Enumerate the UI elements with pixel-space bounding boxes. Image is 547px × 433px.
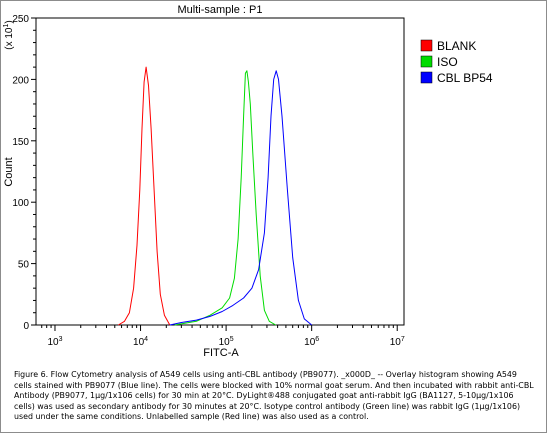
- legend-swatch: [420, 55, 433, 68]
- legend-label: CBL BP54: [437, 71, 493, 85]
- x-axis-label: FITC-A: [203, 347, 239, 359]
- legend-label: BLANK: [437, 39, 476, 53]
- figure-caption: Figure 6. Flow Cytometry analysis of A54…: [14, 370, 534, 421]
- x-tick-label: 105: [219, 336, 234, 348]
- y-tick-label: 0: [23, 321, 29, 332]
- x-tick-label: 104: [133, 336, 148, 348]
- x-tick-exponent: 5: [230, 336, 234, 343]
- y-tick-label: 50: [18, 260, 30, 271]
- y-multiplier-exponent: 1: [3, 24, 10, 28]
- legend-label: ISO: [437, 55, 458, 69]
- x-tick-exponent: 3: [59, 336, 63, 343]
- x-tick-base: 10: [133, 337, 145, 348]
- y-tick-label: 150: [12, 137, 29, 148]
- x-tick-base: 10: [304, 337, 316, 348]
- x-tick-label: 107: [390, 336, 405, 348]
- x-tick-base: 10: [219, 337, 231, 348]
- y-tick-label: 100: [12, 198, 29, 209]
- plot-area: [35, 17, 405, 326]
- x-tick-label: 103: [47, 336, 62, 348]
- x-tick-base: 10: [47, 337, 59, 348]
- legend: BLANK ISO CBL BP54: [420, 39, 493, 85]
- x-tick-exponent: 7: [401, 336, 405, 343]
- legend-swatch: [420, 39, 433, 52]
- series-line-blank: [118, 66, 171, 326]
- series-line-iso: [174, 70, 276, 326]
- y-axis-multiplier: (x 101): [3, 20, 15, 49]
- flow-cytometry-histogram: Multi-sample : P1 Count (x 101) FITC-A 1…: [3, 4, 493, 359]
- y-multiplier-prefix: (x 10: [4, 27, 15, 50]
- x-tick-exponent: 4: [144, 336, 148, 343]
- x-tick-exponent: 6: [315, 336, 319, 343]
- y-axis-label: Count: [3, 157, 15, 186]
- x-tick-base: 10: [390, 337, 402, 348]
- legend-swatch: [420, 71, 433, 84]
- y-multiplier-suffix: ): [4, 20, 15, 23]
- x-tick-label: 106: [304, 336, 319, 348]
- chart-title: Multi-sample : P1: [178, 4, 263, 16]
- series-line-cbl-bp54: [169, 70, 313, 326]
- y-tick-label: 200: [12, 75, 29, 86]
- series-lines: [118, 66, 313, 326]
- y-tick-label: 250: [12, 14, 29, 25]
